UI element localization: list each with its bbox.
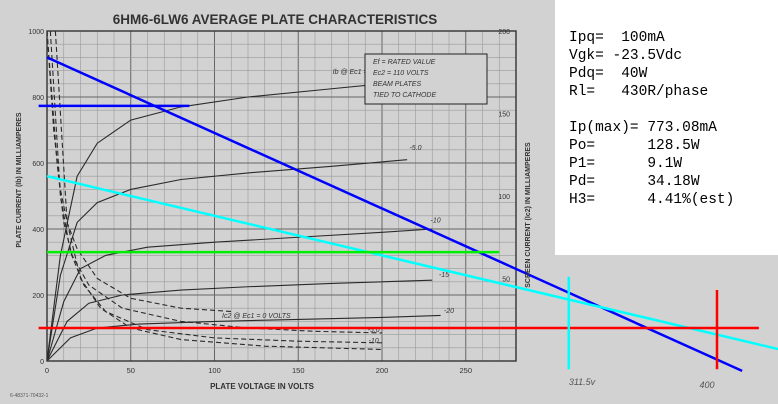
po-readout: Po= 128.5W xyxy=(569,138,700,154)
x-tick-label: 100 xyxy=(208,366,221,375)
curve-label: -5.0 xyxy=(368,327,380,334)
y-axis-label: PLATE CURRENT (Ib) IN MILLIAMPERES xyxy=(16,112,23,248)
y-tick-label: 1000 xyxy=(28,29,44,36)
tick-labels: 0 50 100 150 200 250 0 200 400 600 800 1000 50 100 150… xyxy=(28,29,510,375)
plot-frame xyxy=(46,30,517,362)
condition-line: TIED TO CATHODE xyxy=(373,92,436,99)
x-tick-label: 250 xyxy=(459,366,472,375)
characteristic-curve xyxy=(46,159,408,362)
p1-readout: P1= 9.1W xyxy=(569,156,683,172)
overlay-loadline-tangent xyxy=(46,174,778,351)
y-tick-label: 800 xyxy=(32,95,44,102)
print-code: 6-48371-70432-1 xyxy=(10,393,49,399)
annotation-400v: 400 xyxy=(699,380,714,390)
characteristic-curve xyxy=(46,314,441,362)
x-axis-label: PLATE VOLTAGE IN VOLTS xyxy=(210,382,315,391)
pd-readout: Pd= 34.18W xyxy=(569,174,700,190)
x-tick-label: 50 xyxy=(127,366,135,375)
condition-line: Ef = RATED VALUE xyxy=(373,59,436,66)
curve-label: -10 xyxy=(369,338,379,345)
y-tick-label: 200 xyxy=(32,293,44,300)
analysis-overlays xyxy=(38,56,778,373)
ipq-readout: Ipq= 100mA xyxy=(569,30,665,46)
rl-readout: Rl= 430R/phase xyxy=(569,84,709,100)
annotation-311v: 311.5v xyxy=(569,377,596,387)
curve-label: -5.0 xyxy=(409,145,421,152)
results-panel: Ipq= 100mA Vgk= -23.5Vdc Pdq= 40W Rl= 43… xyxy=(555,0,778,255)
h3-readout: H3= 4.41%(est) xyxy=(569,192,735,208)
x-tick-label: 0 xyxy=(45,366,49,375)
characteristic-curves xyxy=(46,30,441,362)
curve-label: -15 xyxy=(439,272,449,279)
characteristic-curve xyxy=(46,79,416,362)
condition-line: Ec2 = 110 VOLTS xyxy=(373,70,429,77)
condition-line: BEAM PLATES xyxy=(373,81,421,88)
characteristic-curve xyxy=(54,30,383,350)
curve-label: -10 xyxy=(431,217,441,224)
conditions-box-frame xyxy=(364,53,488,105)
overlay-loadline xyxy=(46,56,743,373)
ipmax-readout: Ip(max)= 773.08mA xyxy=(569,120,717,136)
chart-frame xyxy=(46,30,517,362)
conditions-box: Ef = RATED VALUE Ec2 = 110 VOLTS BEAM PLAT… xyxy=(364,53,488,105)
y-tick-label: 0 xyxy=(40,359,44,366)
curve-label: Ic2 @ Ec1 = 0 VOLTS xyxy=(222,313,291,320)
characteristic-curve xyxy=(46,279,433,362)
curve-label: -20 xyxy=(444,308,454,315)
chart-title: 6HM6-6LW6 AVERAGE PLATE CHARACTERISTICS xyxy=(113,12,438,27)
x-tick-label: 200 xyxy=(376,366,389,375)
y2-tick-label: 50 xyxy=(502,277,510,284)
pdq-readout: Pdq= 40W xyxy=(569,66,648,82)
y2-tick-label: 100 xyxy=(498,194,510,201)
y2-tick-label: 150 xyxy=(498,112,510,119)
characteristic-curve xyxy=(46,30,232,313)
y-tick-label: 400 xyxy=(32,227,44,234)
y-tick-label: 600 xyxy=(32,161,44,168)
y2-axis-label: SCREEN CURRENT (Ic2) IN MILLIAMPERES xyxy=(525,142,532,288)
x-tick-label: 150 xyxy=(292,366,305,375)
vgk-readout: Vgk= -23.5Vdc xyxy=(569,48,683,64)
characteristic-curve xyxy=(46,228,433,362)
y2-tick-label: 200 xyxy=(498,29,510,36)
